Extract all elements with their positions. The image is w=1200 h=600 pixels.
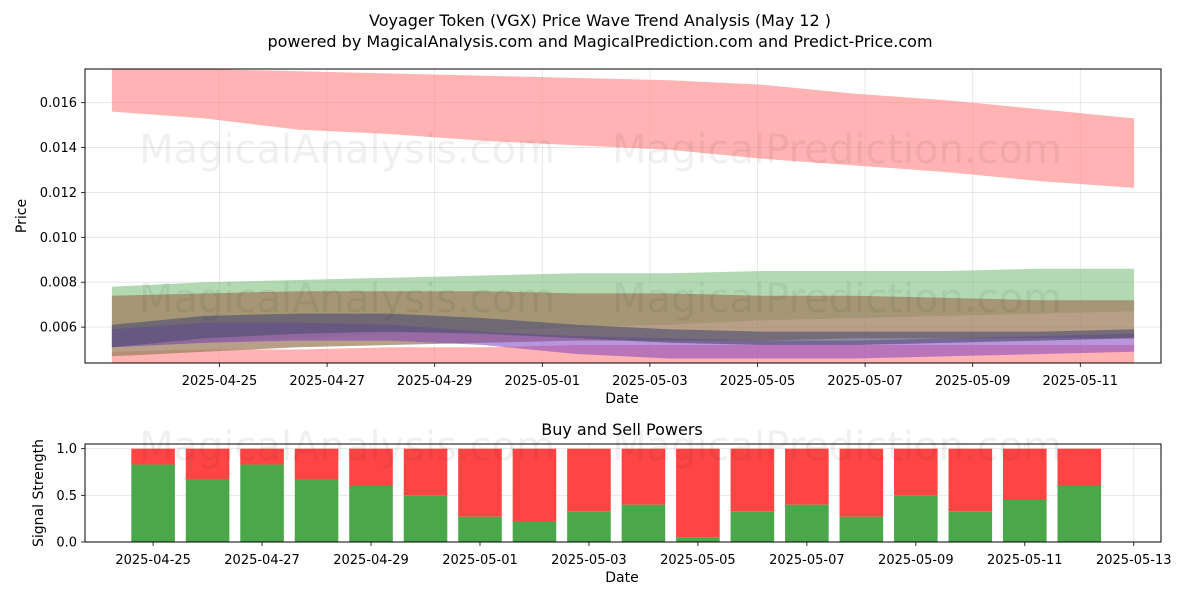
buy-sell-x-tick-label: 2025-04-25	[115, 553, 191, 568]
sell-bar	[240, 448, 284, 465]
buy-sell-x-tick-label: 2025-05-09	[878, 553, 954, 568]
buy-bar	[185, 479, 230, 542]
sell-bar	[294, 448, 339, 480]
buy-sell-plot-frame	[84, 443, 1162, 543]
buy-bar	[131, 464, 175, 542]
price-band-0	[111, 69, 1135, 188]
sell-bar	[185, 448, 230, 480]
price-y-tick-label: 0.014	[40, 141, 77, 156]
buy-bar	[567, 511, 611, 542]
buy-sell-x-ticks: 2025-04-25 2025-04-27 2025-04-29 2025-05-01…	[115, 542, 1172, 568]
price-y-tick-label: 0.016	[40, 96, 77, 111]
watermark-prediction-mid: MagicalPrediction.com	[612, 276, 1062, 322]
buy-bar	[676, 537, 720, 542]
buy-bar	[458, 516, 502, 542]
watermark-prediction-top: MagicalPrediction.com	[612, 127, 1062, 173]
price-plot-frame	[84, 68, 1162, 364]
chart-title-line2: powered by MagicalAnalysis.com and Magic…	[267, 32, 932, 51]
price-y-ticks: 0.006 0.008 0.010 0.012 0.014 0.016	[40, 96, 85, 336]
buy-sell-y-tick-label: 0.0	[56, 536, 77, 551]
buy-bar	[894, 495, 938, 542]
sell-bar	[567, 448, 611, 512]
sell-bar	[676, 448, 720, 538]
buy-sell-bars	[131, 448, 1102, 542]
sell-bar	[458, 448, 502, 517]
watermark-prediction-bottom: MagicalPrediction.com	[612, 424, 1062, 470]
buy-bar	[621, 504, 666, 542]
buy-sell-x-tick-label: 2025-05-13	[1096, 553, 1172, 568]
buy-sell-x-tick-label: 2025-05-11	[987, 553, 1063, 568]
price-x-tick-label: 2025-05-01	[505, 374, 581, 389]
price-x-tick-label: 2025-05-03	[612, 374, 688, 389]
price-watermarks: MagicalAnalysis.com MagicalPrediction.co…	[139, 127, 1062, 322]
price-wave-chart: MagicalAnalysis.com MagicalPrediction.co…	[14, 68, 1162, 407]
sell-bar	[785, 448, 829, 505]
buy-bar	[948, 511, 993, 542]
price-y-tick-label: 0.010	[40, 231, 77, 246]
buy-bar	[240, 464, 284, 542]
price-band-group	[111, 69, 1135, 363]
buy-bar	[294, 479, 339, 542]
sell-bar	[512, 448, 557, 522]
buy-bar	[1057, 486, 1102, 542]
buy-sell-y-label: Signal Strength	[31, 439, 47, 547]
buy-bar	[839, 516, 884, 542]
price-x-ticks: 2025-04-25 2025-04-27 2025-04-29 2025-05-01…	[182, 363, 1118, 389]
buy-sell-x-tick-label: 2025-05-03	[551, 553, 627, 568]
buy-sell-y-ticks: 0.0 0.5 1.0	[56, 442, 85, 551]
buy-sell-x-tick-label: 2025-04-27	[224, 553, 300, 568]
watermark-analysis-mid: MagicalAnalysis.com	[139, 276, 555, 322]
sell-bar	[131, 448, 175, 465]
buy-sell-y-tick-label: 0.5	[56, 489, 77, 504]
buy-bar	[403, 495, 448, 542]
price-band-5	[111, 313, 1135, 348]
price-y-tick-label: 0.008	[40, 276, 77, 291]
price-y-label: Price	[14, 199, 30, 233]
buy-bar	[730, 511, 775, 542]
price-x-label: Date	[605, 391, 638, 407]
sell-bar	[403, 448, 448, 496]
chart-title-line1: Voyager Token (VGX) Price Wave Trend Ana…	[369, 11, 831, 30]
price-y-tick-label: 0.012	[40, 186, 77, 201]
sell-bar	[948, 448, 993, 512]
buy-sell-chart: Buy and Sell Powers MagicalAnalysis.com …	[31, 420, 1172, 586]
watermark-analysis-top: MagicalAnalysis.com	[139, 127, 555, 173]
sell-bar	[1057, 448, 1102, 486]
sell-bar	[894, 448, 938, 496]
price-x-tick-label: 2025-05-11	[1043, 374, 1119, 389]
sell-bar	[730, 448, 775, 512]
price-x-tick-label: 2025-05-05	[720, 374, 796, 389]
buy-bar	[349, 486, 393, 542]
buy-sell-title: Buy and Sell Powers	[541, 420, 703, 439]
sell-bar	[1003, 448, 1047, 500]
buy-sell-x-tick-label: 2025-05-01	[442, 553, 518, 568]
price-y-tick-label: 0.006	[40, 321, 77, 336]
sell-bar	[349, 448, 393, 486]
buy-sell-watermarks: MagicalAnalysis.com MagicalPrediction.co…	[139, 424, 1062, 470]
buy-sell-x-tick-label: 2025-05-05	[660, 553, 736, 568]
sell-bar	[839, 448, 884, 517]
price-x-tick-label: 2025-04-25	[182, 374, 258, 389]
buy-sell-y-tick-label: 1.0	[56, 442, 77, 457]
buy-bar	[1003, 500, 1047, 542]
sell-bar	[621, 448, 666, 505]
price-bands	[111, 69, 1135, 363]
buy-bar	[785, 504, 829, 542]
price-x-tick-label: 2025-05-07	[827, 374, 903, 389]
price-x-tick-label: 2025-04-27	[289, 374, 365, 389]
buy-sell-x-tick-label: 2025-04-29	[333, 553, 409, 568]
buy-sell-x-tick-label: 2025-05-07	[769, 553, 845, 568]
price-x-tick-label: 2025-04-29	[397, 374, 473, 389]
buy-bar	[512, 521, 557, 542]
buy-sell-x-label: Date	[605, 570, 638, 586]
price-x-tick-label: 2025-05-09	[935, 374, 1011, 389]
watermark-analysis-bottom: MagicalAnalysis.com	[139, 424, 555, 470]
